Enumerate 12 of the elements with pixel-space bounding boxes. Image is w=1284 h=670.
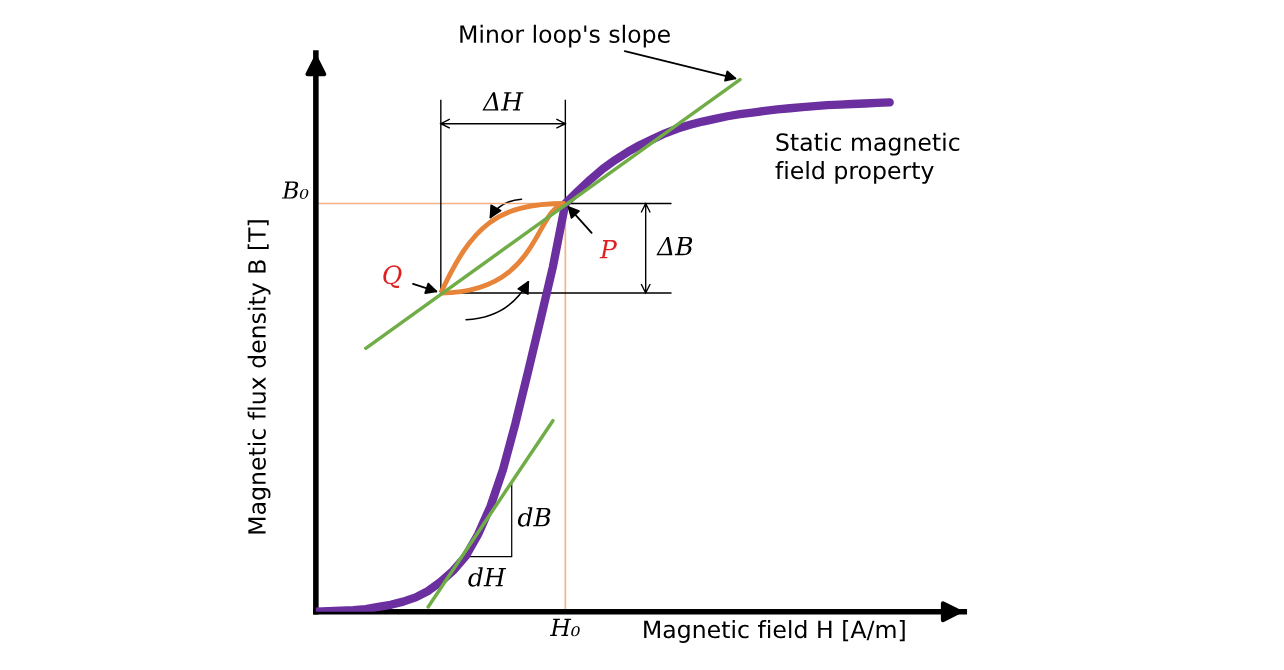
x-axis-title: Magnetic field H [A/m] xyxy=(644,620,905,643)
annotation: Q xyxy=(383,265,402,288)
text: Minor loop's slope xyxy=(460,24,670,48)
text: H₀ xyxy=(549,618,580,637)
y-axis-title: Magnetic flux density B [T] xyxy=(247,220,271,534)
ref-line-label: B₀ xyxy=(281,181,309,199)
annotation: P xyxy=(599,240,617,259)
annotation: ΔH xyxy=(482,92,524,111)
annotation: dH xyxy=(468,567,507,587)
annotation: Static magnetic field property xyxy=(775,132,960,184)
annotation: dB xyxy=(517,507,551,527)
annotation: ΔB xyxy=(656,236,693,256)
